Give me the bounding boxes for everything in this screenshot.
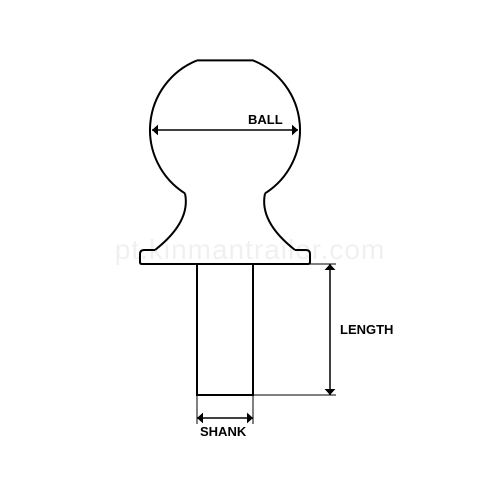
hitch-ball-diagram	[0, 0, 500, 500]
label-ball: BALL	[248, 112, 283, 127]
label-length: LENGTH	[340, 322, 393, 337]
label-shank: SHANK	[200, 424, 246, 439]
